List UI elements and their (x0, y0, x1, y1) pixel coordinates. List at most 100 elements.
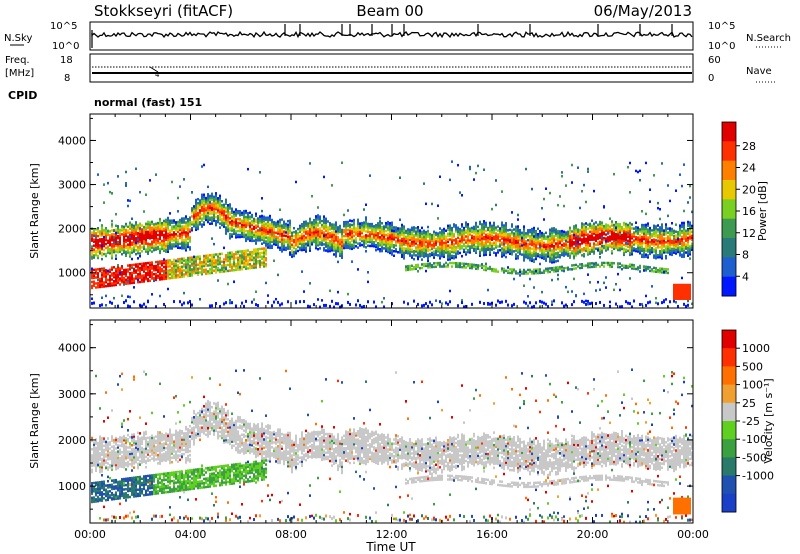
range-cell (339, 246, 341, 250)
range-cell (413, 228, 415, 231)
range-cell (419, 266, 421, 270)
range-cell (505, 237, 507, 241)
range-cell (185, 247, 187, 250)
range-cell (475, 229, 477, 233)
range-cell (95, 253, 97, 257)
range-cell (117, 267, 119, 271)
range-cell (607, 261, 609, 265)
range-cell (265, 264, 267, 268)
range-cell (507, 235, 509, 238)
range-cell (423, 255, 425, 258)
range-cell (121, 273, 123, 276)
range-cell (207, 214, 209, 218)
range-cell (295, 301, 297, 305)
range-cell (415, 250, 417, 253)
range-cell (327, 236, 329, 239)
range-cell (447, 244, 449, 247)
range-cell (171, 247, 173, 250)
range-cell (177, 224, 179, 228)
range-cell (373, 233, 375, 236)
range-cell (503, 248, 505, 251)
range-cell (265, 228, 267, 231)
range-cell (143, 243, 145, 247)
range-cell (105, 228, 107, 232)
range-cell (227, 207, 229, 211)
range-cell (473, 178, 475, 181)
range-cell (465, 247, 467, 250)
range-cell (137, 241, 139, 245)
range-cell (437, 250, 439, 253)
range-cell (557, 267, 559, 271)
range-cell (263, 215, 265, 219)
range-cell (465, 225, 467, 228)
range-cell (309, 231, 311, 235)
range-cell (177, 269, 179, 273)
range-cell (105, 277, 107, 280)
freq-panel: 4 Freq. [MHz] 18 8 60 0 Nave (5, 53, 776, 84)
freq-tick-top: 18 (60, 55, 73, 66)
range-cell (115, 212, 117, 216)
range-cell (417, 257, 419, 261)
range-cell (399, 245, 401, 248)
range-cell (263, 261, 265, 264)
range-cell (163, 273, 165, 277)
range-cell (605, 223, 607, 226)
range-cell (277, 238, 279, 241)
range-cell (171, 227, 173, 230)
range-cell (111, 284, 113, 287)
range-cell (99, 304, 101, 308)
range-cell (337, 244, 339, 247)
range-cell (409, 234, 411, 238)
range-cell (235, 264, 237, 268)
range-cell (593, 262, 595, 266)
range-cell (209, 196, 211, 200)
range-cell (189, 220, 191, 223)
range-cell (249, 256, 251, 260)
range-cell (295, 234, 297, 237)
range-cell (149, 273, 151, 276)
range-cell (131, 277, 133, 281)
range-cell (117, 263, 119, 267)
range-cell (571, 230, 573, 233)
range-cell (119, 238, 121, 242)
range-cell (277, 244, 279, 247)
range-cell (367, 244, 369, 247)
range-cell (435, 243, 437, 247)
range-cell (237, 250, 239, 254)
range-cell (91, 301, 93, 305)
range-cell (161, 264, 163, 267)
range-cell (127, 199, 129, 202)
range-cell (237, 229, 239, 233)
range-cell (263, 259, 265, 262)
range-cell (243, 265, 245, 269)
range-cell (129, 237, 131, 240)
range-cell (587, 253, 589, 256)
range-cell (535, 255, 537, 259)
range-cell (123, 270, 125, 274)
range-cell (585, 225, 587, 229)
range-cell (573, 243, 575, 246)
range-cell (315, 238, 317, 242)
range-cell (549, 191, 551, 195)
range-cell (171, 237, 173, 240)
range-cell (199, 221, 201, 224)
range-cell (559, 267, 561, 271)
range-cell (187, 256, 189, 260)
range-cell (387, 236, 389, 240)
range-cell (417, 228, 419, 231)
range-cell (351, 233, 353, 237)
range-cell (229, 255, 231, 259)
range-cell (581, 189, 583, 193)
range-cell (543, 235, 545, 239)
range-cell (463, 242, 465, 246)
range-cell (399, 231, 401, 234)
range-cell (327, 220, 329, 223)
range-cell (631, 252, 633, 256)
range-cell (199, 215, 201, 218)
range-cell (399, 235, 401, 238)
range-cell (459, 251, 461, 255)
range-cell (93, 232, 95, 236)
range-cell (185, 231, 187, 234)
range-cell (391, 251, 393, 254)
range-cell (421, 232, 423, 236)
